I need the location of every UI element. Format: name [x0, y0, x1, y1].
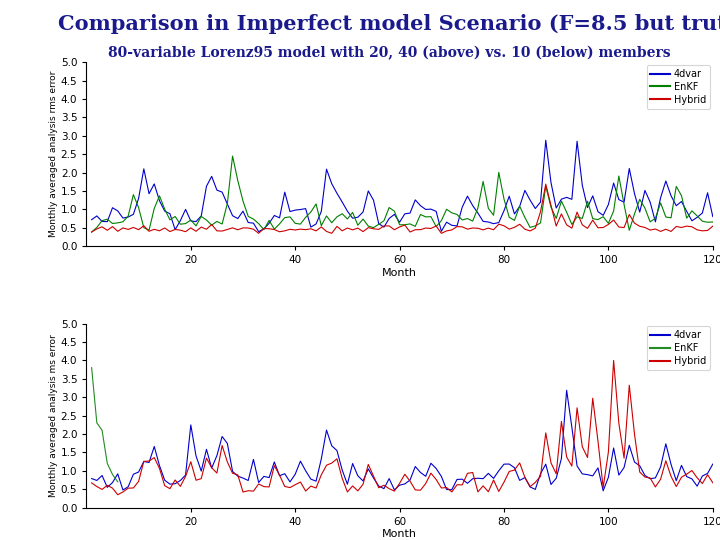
EnKF [87, 229, 96, 235]
Hybrid [588, 217, 597, 224]
Hybrid [583, 454, 592, 461]
Hybrid [541, 181, 550, 187]
Hybrid [609, 357, 618, 364]
Y-axis label: Monthly averaged analysis rms error: Monthly averaged analysis rms error [49, 71, 58, 238]
Legend: 4dvar, EnKF, Hybrid: 4dvar, EnKF, Hybrid [647, 326, 710, 370]
EnKF [259, 226, 268, 233]
4dvar [541, 137, 550, 144]
Hybrid [708, 480, 717, 486]
Hybrid [521, 226, 529, 232]
4dvar [562, 387, 571, 394]
EnKF [583, 198, 592, 205]
4dvar [87, 475, 96, 482]
Line: Hybrid: Hybrid [91, 361, 713, 495]
4dvar [708, 461, 717, 467]
Hybrid [223, 458, 232, 465]
Line: 4dvar: 4dvar [91, 140, 713, 232]
4dvar [588, 193, 597, 199]
Hybrid [87, 228, 96, 235]
EnKF [87, 364, 96, 371]
Line: Hybrid: Hybrid [91, 184, 713, 233]
Line: EnKF: EnKF [91, 156, 713, 232]
Hybrid [437, 485, 446, 491]
EnKF [521, 214, 529, 221]
Hybrid [114, 491, 122, 498]
4dvar [437, 228, 446, 234]
Hybrid [259, 225, 268, 232]
Legend: 4dvar, EnKF, Hybrid: 4dvar, EnKF, Hybrid [647, 65, 710, 109]
Hybrid [437, 230, 446, 237]
Y-axis label: Monthly averaged analysis ms error: Monthly averaged analysis ms error [49, 334, 58, 497]
Hybrid [521, 474, 529, 481]
EnKF [437, 218, 446, 224]
Hybrid [698, 480, 706, 487]
4dvar [432, 465, 441, 472]
EnKF [228, 153, 237, 159]
Hybrid [254, 230, 263, 237]
Line: EnKF: EnKF [91, 368, 118, 482]
Line: 4dvar: 4dvar [91, 390, 713, 491]
4dvar [217, 433, 226, 440]
4dvar [708, 213, 717, 220]
4dvar [583, 471, 592, 478]
4dvar [599, 488, 608, 494]
4dvar [217, 189, 226, 195]
4dvar [521, 187, 529, 194]
Hybrid [259, 483, 268, 490]
4dvar [698, 210, 706, 216]
EnKF [708, 219, 717, 225]
4dvar [87, 217, 96, 223]
X-axis label: Month: Month [382, 529, 417, 539]
EnKF [693, 213, 701, 219]
4dvar [254, 480, 263, 486]
Text: 80-variable Lorenz95 model with 20, 40 (above) vs. 10 (below) members: 80-variable Lorenz95 model with 20, 40 (… [108, 46, 670, 60]
Hybrid [708, 223, 717, 230]
Text: Comparison in Imperfect model Scenario (F=8.5 but truth is 8.0): Comparison in Imperfect model Scenario (… [58, 14, 720, 33]
EnKF [217, 221, 226, 227]
4dvar [698, 473, 706, 480]
4dvar [259, 226, 268, 232]
4dvar [516, 477, 524, 484]
Hybrid [217, 228, 226, 234]
4dvar [254, 228, 263, 235]
X-axis label: Month: Month [382, 268, 417, 278]
Hybrid [87, 480, 96, 486]
Hybrid [698, 227, 706, 234]
